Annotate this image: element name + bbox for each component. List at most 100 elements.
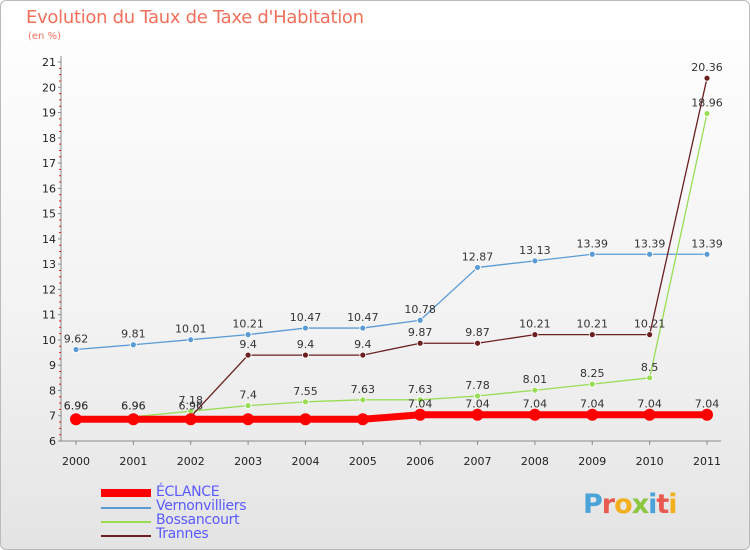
data-label-3: 6.96 [178,400,203,413]
data-point-1 [244,331,252,339]
y-tick-label: 19 [42,107,56,120]
brand-letter: t [656,489,669,520]
brand-letter: x [631,489,649,520]
legend-label-trannes: Trannes [156,526,209,542]
legend-swatch-eclance [101,489,151,497]
data-label-1: 10.78 [404,303,436,316]
data-label-2: 7.4 [239,389,257,402]
data-point-1 [72,346,80,353]
data-point-3 [646,331,654,339]
data-label-3: 10.21 [519,318,551,331]
data-point-1 [416,316,424,324]
y-tick-label: 7 [49,410,56,423]
x-tick-label: 2005 [349,455,377,468]
y-tick-label: 17 [42,157,56,170]
data-label-1: 9.62 [64,333,89,346]
data-label-0: 7.04 [637,398,662,411]
data-label-1: 10.21 [232,318,264,331]
data-point-0 [414,408,427,421]
data-point-2 [646,374,654,382]
data-point-2 [244,402,252,410]
series-line-3 [76,78,708,418]
y-tick-label: 16 [42,182,56,195]
series-line-1 [75,253,707,351]
proxiti-logo: Proxiti [583,489,678,520]
x-tick-label: 2000 [62,455,90,468]
data-point-3 [302,351,309,359]
data-point-1 [474,264,481,271]
x-tick-label: 2003 [234,455,262,468]
x-tick-label: 2007 [464,455,492,468]
data-point-0 [299,413,312,426]
y-tick-label: 8 [49,384,56,397]
data-point-1 [129,341,137,349]
data-point-0 [356,413,369,426]
data-label-0: 7.04 [695,398,720,411]
data-label-2: 7.78 [465,379,490,392]
x-tick-label: 2002 [177,455,205,468]
brand-letter: r [601,489,615,520]
legend-label-eclance: ÉCLANCE [156,484,220,500]
data-label-2: 8.25 [580,367,605,380]
data-point-0 [184,413,197,426]
x-tick-label: 2001 [119,455,147,468]
data-label-2: 8.5 [641,361,659,374]
data-point-3 [359,351,367,359]
data-label-1: 10.47 [347,311,379,324]
data-point-3 [588,331,596,339]
data-label-3: 9.4 [297,338,315,351]
data-label-2: 7.63 [408,383,433,396]
data-point-0 [528,408,541,421]
series-line-2 [76,113,708,418]
data-point-2 [703,110,711,117]
data-point-2 [359,396,367,404]
x-tick-label: 2008 [521,455,549,468]
data-label-2: 7.18 [178,394,203,407]
data-label-2: 7.63 [351,383,376,396]
data-label-3: 9.87 [408,326,433,339]
data-point-0 [586,408,599,421]
y-tick-label: 10 [42,334,56,347]
data-point-1 [359,324,367,332]
x-tick-label: 2009 [578,455,606,468]
data-point-1 [703,250,711,258]
data-label-3: 9.4 [239,338,257,351]
data-label-1: 10.01 [175,323,207,336]
data-point-3 [474,339,481,347]
data-point-3 [416,339,424,347]
data-point-0 [242,413,255,426]
chart-subtitle: (en %) [28,31,61,42]
data-point-3 [703,74,711,82]
data-label-1: 13.39 [577,237,609,250]
data-point-1 [531,257,539,265]
y-tick-label: 14 [42,233,56,246]
x-tick-label: 2010 [636,455,664,468]
data-label-1: 13.13 [519,244,551,257]
legend-label-bossancourt: Bossancourt [156,512,240,528]
data-label-3: 10.21 [634,318,666,331]
data-point-1 [302,324,309,332]
y-tick-label: 11 [42,309,56,322]
legend-swatch-trannes [101,535,151,537]
x-tick-label: 2004 [291,455,319,468]
y-tick-label: 20 [42,81,56,94]
data-label-1: 12.87 [462,250,494,263]
y-tick-label: 13 [42,258,56,271]
y-tick-label: 21 [42,56,56,69]
data-label-0: 7.04 [465,398,490,411]
y-tick-label: 12 [42,283,56,296]
y-tick-label: 15 [42,208,56,221]
y-tick-label: 6 [49,435,56,448]
data-point-1 [187,336,195,344]
data-label-1: 9.81 [121,328,146,341]
data-label-3: 6.96 [121,400,146,413]
legend-swatch-vernonvilliers [101,507,151,509]
data-point-2 [474,392,481,400]
data-point-0 [70,413,82,426]
series-line-0 [76,411,707,423]
data-label-1: 13.39 [691,237,723,250]
data-label-3: 9.87 [465,326,490,339]
data-point-1 [646,250,654,258]
